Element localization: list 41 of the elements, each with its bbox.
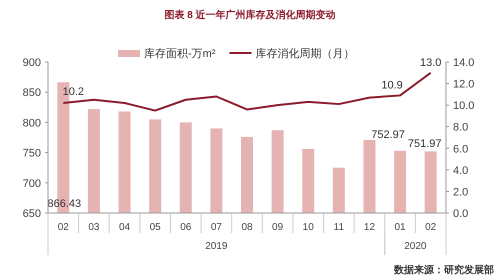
text: 2.0 [453, 186, 468, 198]
text: 14.0 [453, 57, 474, 69]
data-label: 10.9 [381, 79, 403, 92]
text: 0.0 [453, 208, 468, 220]
text: 4.0 [453, 164, 468, 177]
y-tick-label: 850 [22, 87, 41, 100]
text: 2020 [404, 241, 427, 252]
x-tick-label: 08 [241, 222, 253, 233]
text: 8.0 [453, 122, 468, 134]
legend-label: 库存面积-万m² [144, 47, 216, 60]
text: 10.0 [453, 100, 474, 112]
data-label: 10.2 [62, 86, 84, 98]
y-tick-label: 700 [22, 178, 41, 190]
text: 6.0 [453, 143, 468, 156]
x-tick-label: 10 [302, 222, 314, 233]
text: 12.0 [453, 78, 474, 91]
x-tick-label: 07 [210, 222, 222, 233]
x-tick-label: 02 [425, 222, 437, 233]
x-tick-label: 09 [272, 222, 284, 233]
x-tick-label: 05 [150, 222, 162, 233]
y-tick-label: 650 [22, 208, 41, 220]
x-tick-label: 02 [58, 222, 70, 233]
chart-title: 图表 8 近一年广州库存及消化周期变动 [164, 9, 336, 21]
data-label: 866.43 [47, 198, 82, 210]
x-tick-label: 03 [88, 222, 100, 233]
y-tick-label: 750 [22, 148, 41, 160]
legend-label: 库存消化周期（月） [256, 47, 354, 60]
x-tick-label: 12 [364, 222, 376, 233]
x-tick-label: 06 [180, 222, 192, 233]
text: 2019 [205, 241, 228, 252]
x-tick-label: 01 [394, 222, 406, 233]
data-label: 752.97 [371, 129, 405, 141]
y-tick-label: 800 [22, 117, 41, 130]
data-label: 751.97 [408, 138, 442, 150]
x-tick-label: 11 [334, 222, 344, 233]
source-note: 数据来源：研究发展部 [393, 264, 494, 276]
legend: 库存面积-万m² [118, 48, 216, 60]
legend: 库存消化周期（月） [230, 48, 354, 60]
y-tick-label: 900 [22, 57, 41, 69]
data-label: 13.0 [420, 56, 442, 69]
x-tick-label: 04 [118, 222, 131, 233]
